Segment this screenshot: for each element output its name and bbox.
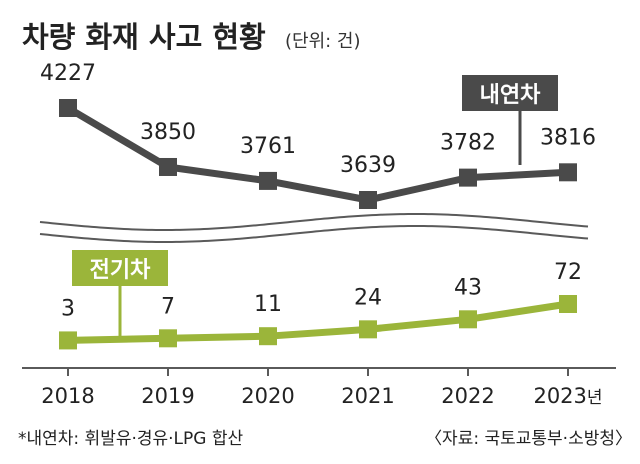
source: 〈자료: 국토교통부·소방청〉 <box>425 429 632 449</box>
data-point-ice-2018 <box>59 99 77 117</box>
legend-ice: 내연차 <box>462 75 558 165</box>
legend-ev-box <box>72 250 168 286</box>
series-ice-line <box>66 104 569 204</box>
x-tick-label-2022: 2022 <box>441 384 494 408</box>
data-label-ev-2021: 24 <box>354 285 382 310</box>
data-point-ice-2020 <box>259 171 277 190</box>
axis-break-wave-2 <box>39 224 589 244</box>
data-label-ev-2019: 7 <box>161 294 175 319</box>
data-point-ice-2022 <box>459 168 477 187</box>
data-label-ice-2022: 3782 <box>440 131 496 156</box>
data-point-ev-2018 <box>59 331 77 350</box>
data-point-ice-2019 <box>159 157 177 176</box>
data-point-ev-2019 <box>159 329 177 348</box>
series-ice: 4227 3850 3761 3639 3782 3816 <box>40 61 596 209</box>
axis-break-wave-1 <box>39 212 589 232</box>
data-label-ice-2020: 3761 <box>240 134 296 159</box>
unit-note: (단위: 건) <box>285 31 361 52</box>
data-label-ice-2018: 4227 <box>40 61 96 86</box>
data-label-ice-2021: 3639 <box>340 153 396 178</box>
data-point-ev-2023 <box>559 295 577 313</box>
chart-title: 차량 화재 사고 현황 <box>22 20 266 54</box>
data-label-ev-2018: 3 <box>61 296 75 321</box>
x-tick-label-2023: 2023년 <box>533 384 602 408</box>
legend-ev: 전기차 <box>72 250 168 338</box>
data-label-ev-2020: 11 <box>254 292 282 317</box>
data-label-ev-2023: 72 <box>554 260 582 285</box>
data-label-ev-2022: 43 <box>454 275 482 300</box>
x-tick-label-2021: 2021 <box>341 384 394 408</box>
data-point-ice-2023 <box>559 163 577 182</box>
data-label-ice-2023: 3816 <box>540 125 596 150</box>
data-point-ev-2021 <box>359 320 377 339</box>
x-tick-label-2020: 2020 <box>241 384 294 408</box>
footnote: *내연차: 휘발유·경유·LPG 합산 <box>18 429 243 449</box>
x-tick-label-2018: 2018 <box>41 384 94 408</box>
legend-ice-box <box>462 75 558 111</box>
data-point-ev-2022 <box>459 310 477 329</box>
axis-break <box>39 212 589 244</box>
data-point-ice-2021 <box>359 191 377 209</box>
legend-ev-label: 전기차 <box>90 258 151 283</box>
series-ev-line <box>67 300 569 344</box>
data-point-ev-2020 <box>259 327 277 346</box>
x-tick-label-2019: 2019 <box>141 384 194 408</box>
series-ev: 3 7 11 24 43 72 <box>59 260 582 350</box>
legend-ice-label: 내연차 <box>480 83 541 108</box>
x-unit-suffix: 년 <box>587 388 603 408</box>
data-label-ice-2019: 3850 <box>140 120 196 145</box>
